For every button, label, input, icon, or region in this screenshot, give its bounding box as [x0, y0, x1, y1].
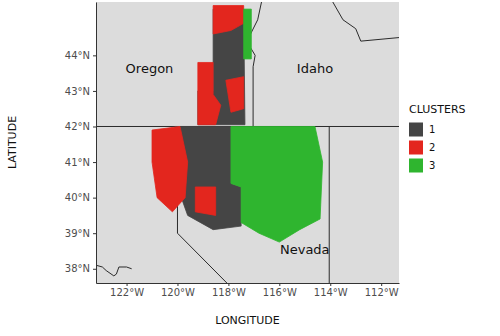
tick: 38°N [65, 263, 96, 274]
tick: 39°N [65, 228, 96, 239]
x-axis: 122°W 120°W 118°W 116°W 114°W 112°W [97, 283, 400, 298]
tick-label: 39°N [65, 228, 90, 239]
tick-mark [279, 283, 280, 286]
y-axis: 38°N 39°N 40°N 41°N 42°N 43°N 44°N [65, 3, 97, 284]
tick-mark [127, 283, 128, 286]
tick: 41°N [65, 157, 96, 168]
tick: 44°N [65, 50, 96, 61]
cluster-region [198, 62, 221, 124]
state-boundary [333, 2, 399, 41]
tick: 114°W [314, 283, 348, 298]
tick-label: 38°N [65, 263, 90, 274]
tick-label: 112°W [365, 287, 399, 298]
legend-item: 2 [409, 141, 435, 155]
legend-item: 1 [409, 123, 435, 137]
legend-swatch [409, 159, 423, 173]
tick-mark [93, 162, 96, 163]
state-boundary [96, 265, 132, 276]
legend-swatch [409, 141, 423, 155]
state-label: Oregon [126, 61, 174, 76]
state-boundary [329, 126, 330, 283]
tick-mark [177, 283, 178, 286]
tick-mark [93, 269, 96, 270]
tick: 116°W [263, 283, 297, 298]
plot: Oregon Idaho Nevada 122°W 120°W 118°W 116°W 114… [65, 2, 400, 298]
state-label: Idaho [297, 61, 333, 76]
tick: 120°W [161, 283, 195, 298]
tick: 42°N [65, 121, 96, 132]
tick: 122°W [110, 283, 144, 298]
panel-background [96, 2, 399, 283]
x-axis-title: LONGITUDE [215, 314, 280, 327]
legend-label: 3 [429, 160, 435, 171]
legend-swatch [409, 123, 423, 137]
tick-label: 41°N [65, 157, 90, 168]
map-figure: Oregon Idaho Nevada 122°W 120°W 118°W 116°W 114… [0, 0, 500, 336]
tick-label: 114°W [314, 287, 348, 298]
cluster-region [231, 126, 323, 242]
tick-label: 44°N [65, 50, 90, 61]
tick-mark [93, 91, 96, 92]
legend: CLUSTERS 1 2 3 [409, 103, 466, 173]
cluster-region [226, 77, 244, 113]
axis-line [96, 3, 97, 284]
cluster-region [244, 9, 252, 59]
tick-label: 120°W [161, 287, 195, 298]
legend-label: 2 [429, 142, 435, 153]
map-layers [96, 2, 399, 283]
y-axis-title: LATITUDE [6, 116, 19, 169]
tick-label: 116°W [263, 287, 297, 298]
tick-mark [93, 233, 96, 234]
legend-title: CLUSTERS [409, 103, 466, 116]
state-label: Nevada [280, 242, 330, 257]
tick-label: 42°N [65, 121, 90, 132]
tick-label: 40°N [65, 192, 90, 203]
tick-mark [330, 283, 331, 286]
tick: 112°W [365, 283, 399, 298]
tick-mark [93, 126, 96, 127]
cluster-region [152, 126, 188, 211]
tick: 43°N [65, 86, 96, 97]
legend-label: 1 [429, 124, 435, 135]
tick-label: 118°W [212, 287, 246, 298]
tick-mark [93, 55, 96, 56]
tick-label: 122°W [110, 287, 144, 298]
tick: 40°N [65, 192, 96, 203]
tick-mark [381, 283, 382, 286]
tick-label: 43°N [65, 86, 90, 97]
tick-mark [93, 198, 96, 199]
legend-item: 3 [409, 159, 435, 173]
cluster-region [213, 6, 244, 34]
tick-mark [228, 283, 229, 286]
cluster-region [195, 187, 215, 215]
axis-line [97, 283, 400, 284]
tick: 118°W [212, 283, 246, 298]
